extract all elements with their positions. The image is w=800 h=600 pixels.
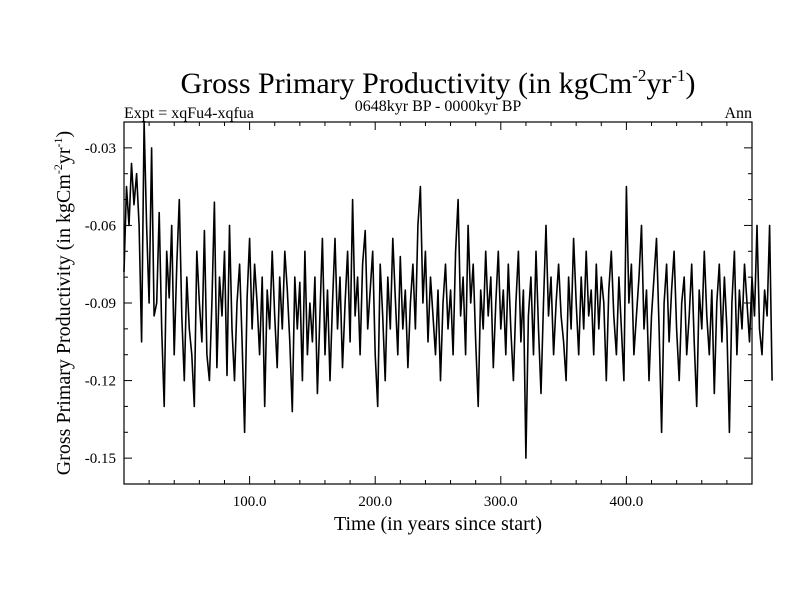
data-layer bbox=[123, 121, 773, 459]
chart-title-end: ) bbox=[686, 67, 696, 100]
y-axis-label-sup1: -2 bbox=[51, 164, 65, 174]
y-tick-label: -0.06 bbox=[85, 218, 117, 234]
y-axis-label-mid: yr bbox=[53, 147, 75, 164]
tick-layer: 100.0 200.0 300.0 400.0 -0.03 -0.06 -0.09 -0.12… bbox=[85, 122, 752, 510]
y-axis-label-end: ) bbox=[53, 131, 75, 138]
x-tick-label: 400.0 bbox=[610, 494, 644, 510]
chart-title-sup1: -2 bbox=[632, 66, 646, 85]
x-tick-label: 300.0 bbox=[484, 494, 518, 510]
x-tick-label: 200.0 bbox=[358, 494, 392, 510]
season-label: Ann bbox=[724, 105, 752, 122]
series-line-0 bbox=[123, 121, 773, 459]
y-axis-label-sup2: -1 bbox=[51, 137, 65, 147]
x-tick-label: 100.0 bbox=[233, 494, 267, 510]
chart-title: Gross Primary Productivity (in kgCm-2yr-… bbox=[181, 66, 696, 100]
chart-title-sup2: -1 bbox=[671, 66, 685, 85]
y-tick-label: -0.09 bbox=[85, 296, 116, 312]
y-axis-label-main: Gross Primary Productivity (in kgCm bbox=[53, 174, 75, 476]
y-tick-label: -0.03 bbox=[85, 141, 116, 157]
x-axis-label: Time (in years since start) bbox=[334, 513, 542, 535]
y-axis-label: Gross Primary Productivity (in kgCm-2yr-… bbox=[51, 131, 75, 475]
chart-title-mid: yr bbox=[646, 67, 671, 100]
expt-label: Expt = xqFu4-xqfua bbox=[124, 105, 254, 122]
chart-title-main: Gross Primary Productivity (in kgCm bbox=[181, 67, 633, 100]
y-tick-label: -0.12 bbox=[85, 374, 116, 390]
y-tick-label: -0.15 bbox=[85, 451, 116, 467]
period-label: 0648kyr BP - 0000kyr BP bbox=[355, 98, 522, 115]
